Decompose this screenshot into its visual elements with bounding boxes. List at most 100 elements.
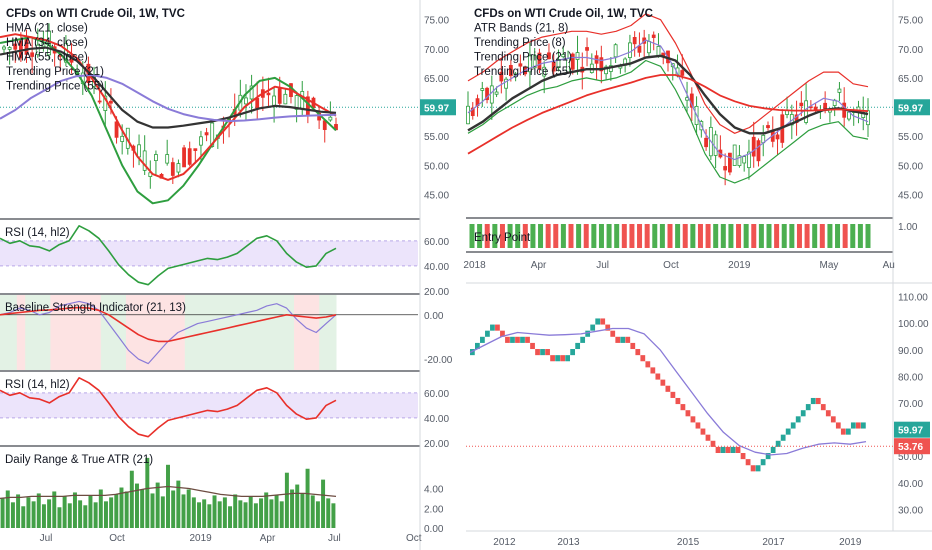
rsi-band	[0, 240, 418, 266]
renko-brick	[805, 404, 811, 411]
renko-brick	[840, 428, 846, 435]
renko-brick	[760, 459, 766, 466]
signal-bar	[530, 224, 536, 248]
chart-top-left: 75.0070.0065.0060.0055.0050.0045.0059.97…	[0, 8, 456, 205]
range-bar	[233, 494, 238, 528]
renko-brick	[600, 318, 606, 325]
candle-body	[193, 148, 198, 151]
renko-brick	[640, 355, 646, 362]
x-tick-label: 2012	[493, 537, 516, 548]
range-bar	[93, 502, 98, 528]
range-bar	[16, 494, 21, 528]
candle-body	[775, 134, 780, 140]
renko-brick	[780, 434, 786, 441]
y-tick-label: 50.00	[898, 452, 923, 463]
signal-bar	[606, 224, 612, 248]
range-bar	[5, 490, 10, 528]
renko-brick	[680, 404, 686, 411]
renko-brick	[695, 422, 701, 429]
signal-bar	[850, 224, 856, 248]
renko-brick	[795, 416, 801, 423]
renko-brick	[545, 349, 550, 356]
y-tick-label: 0.00	[424, 524, 444, 535]
legend-line: Trending Price (21)	[6, 66, 104, 78]
candle-body	[556, 59, 561, 69]
range-bar	[78, 500, 83, 528]
series-line	[467, 74, 869, 155]
bsi-background	[151, 295, 161, 370]
candle-body	[756, 140, 761, 162]
candle-body	[109, 100, 113, 104]
panel-title: RSI (14, hl2)	[5, 227, 70, 239]
range-bar	[186, 489, 191, 528]
candle-body	[628, 42, 632, 58]
signal-bar	[690, 224, 696, 248]
renko-brick	[505, 336, 510, 343]
signal-bar	[621, 224, 627, 248]
bsi-background	[218, 295, 228, 370]
candle-body	[199, 136, 203, 146]
candle-body	[142, 150, 147, 171]
candle-body	[732, 144, 737, 166]
range-bar	[315, 501, 320, 528]
y-tick-label: 110.00	[898, 293, 928, 304]
renko-brick	[620, 336, 626, 343]
renko-brick	[630, 342, 636, 350]
bsi-background	[168, 295, 177, 370]
candle-body	[13, 43, 18, 50]
signal-bar	[522, 224, 528, 248]
range-bar	[181, 494, 186, 528]
bsi-background	[210, 295, 219, 370]
range-bar	[279, 501, 284, 528]
renko-brick	[675, 397, 681, 405]
bsi-background	[285, 295, 295, 370]
y-tick-label: 65.00	[424, 74, 449, 85]
y-tick-label: 30.00	[898, 505, 923, 516]
candle-body	[494, 91, 499, 95]
renko-price-tag-box	[894, 421, 930, 438]
renko-brick	[810, 397, 816, 405]
y-tick-label: 65.00	[898, 74, 923, 85]
bsi-background	[226, 295, 236, 370]
candle-body	[647, 41, 651, 54]
legend-line: HMA (21, close)	[6, 23, 88, 35]
range-bar	[305, 468, 310, 528]
renko-brick	[605, 324, 611, 331]
y-tick-label: 90.00	[898, 346, 923, 357]
x-tick-label: Au	[883, 260, 895, 271]
y-tick-label: 2.00	[424, 504, 444, 515]
candle-body	[742, 156, 747, 164]
series-line	[0, 376, 337, 438]
signal-bar	[804, 224, 810, 248]
range-bar	[124, 491, 129, 528]
chart-top-right: 75.0070.0065.0060.0055.0050.0045.0059.97…	[463, 8, 930, 271]
range-bar	[155, 482, 160, 528]
y-tick-label: 60.00	[424, 389, 449, 400]
range-bar	[140, 489, 145, 528]
signal-bar	[865, 224, 871, 248]
rsi-panel-red: 60.00 40.00 20.00 RSI (14, hl2)	[0, 376, 449, 450]
renko-brick	[730, 446, 736, 454]
y-tick-label: 80.00	[898, 372, 923, 383]
renko-brick	[590, 324, 596, 331]
candle-body	[747, 151, 751, 169]
candle-body	[751, 136, 756, 157]
signal-bar	[842, 224, 848, 248]
candle-body	[508, 65, 513, 77]
candle-body	[35, 44, 40, 55]
renko-chart: 110.00100.0090.0080.0070.0060.0050.0040.…	[466, 293, 930, 548]
range-bar	[321, 479, 326, 528]
signal-bar	[728, 224, 734, 248]
signal-bar	[857, 224, 863, 248]
series-line	[467, 13, 869, 134]
x-tick-label: 2017	[762, 537, 785, 548]
renko-brick	[625, 336, 631, 343]
renko-brick	[635, 349, 641, 356]
candle-body	[489, 85, 494, 104]
signal-bar	[652, 224, 658, 248]
candle-body	[570, 53, 575, 70]
legend-line: Trending Price (55)	[6, 81, 104, 93]
signal-bar	[819, 224, 825, 248]
signal-bar	[553, 224, 559, 248]
